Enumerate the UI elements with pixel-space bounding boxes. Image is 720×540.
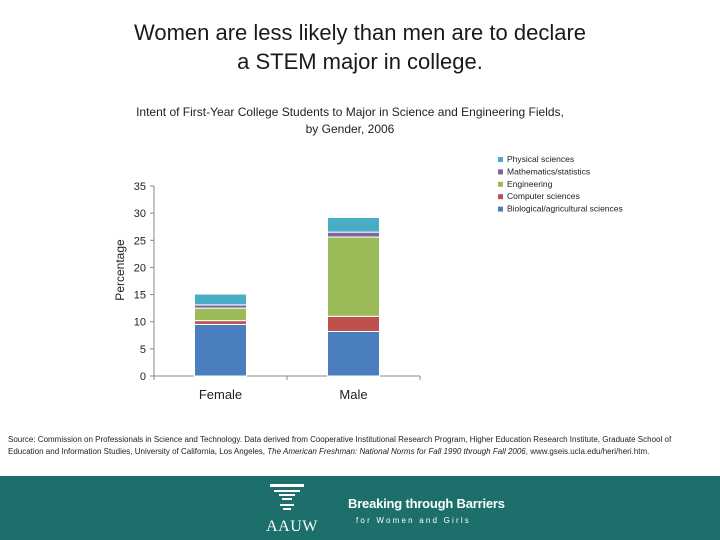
aauw-logo-text: AAUW (266, 518, 318, 535)
x-tick-labels: Female Male (199, 387, 368, 402)
source-prefix: Source: Commission on Professionals in S… (8, 435, 672, 456)
y-tick-label: 30 (134, 208, 146, 220)
legend-swatch (498, 206, 503, 212)
bar-segment (327, 330, 380, 377)
legend-swatch (498, 194, 503, 200)
bar-segment (327, 216, 380, 233)
legend-entry: Biological/agricultural sciences (507, 204, 623, 214)
footer-banner: AAUW Breaking through Barriers for Women… (0, 476, 720, 540)
chart-title-line2: by Gender, 2006 (305, 122, 395, 136)
stacked-bar-chart: 0 5 10 15 20 25 30 35 Female Male Physical scien… (113, 154, 623, 402)
y-axis-label: Percentage (113, 239, 127, 301)
chart-title-line1: Intent of First-Year College Students to… (136, 105, 564, 119)
y-tick-label: 0 (140, 371, 146, 383)
legend-entry: Engineering (507, 179, 553, 189)
y-tick-label: 10 (134, 317, 146, 329)
x-tick-label: Female (199, 387, 242, 402)
bar-segment (327, 231, 380, 238)
bar-segment (194, 320, 247, 325)
chart-legend: Physical sciences Mathematics/statistics E… (498, 154, 623, 214)
bar-segment (194, 323, 247, 377)
tagline-main: Breaking through Barriers (348, 496, 505, 511)
chart-bars (194, 216, 380, 377)
source-citation: Source: Commission on Professionals in S… (8, 434, 708, 458)
legend-entry: Computer sciences (507, 191, 580, 201)
bar-segment (327, 315, 380, 332)
legend-entry: Physical sciences (507, 154, 574, 164)
tagline-sub: for Women and Girls (356, 516, 472, 525)
chart-title: Intent of First-Year College Students to… (100, 104, 600, 138)
legend-swatch (498, 169, 503, 175)
bar-segment (194, 293, 247, 306)
legend-entry: Mathematics/statistics (507, 166, 590, 176)
source-suffix: , www.gseis.ucla.edu/heri/heri.htm. (525, 447, 650, 456)
slide-title-line1: Women are less likely than men are to de… (133, 20, 587, 45)
legend-swatch (498, 157, 503, 162)
y-tick-label: 25 (134, 235, 146, 247)
slide-title-line2: a STEM major in college. (237, 49, 483, 74)
legend-swatch (498, 181, 503, 187)
y-tick-label: 5 (140, 344, 146, 356)
slide-title: Women are less likely than men are to de… (60, 18, 660, 76)
bar-segment (327, 236, 380, 317)
bar-segment (194, 307, 247, 322)
source-publication: The American Freshman: National Norms fo… (267, 447, 526, 456)
y-tick-label: 20 (134, 262, 146, 274)
y-tick-label: 15 (134, 290, 146, 302)
y-tick-label: 35 (134, 181, 146, 193)
aauw-emblem-icon (270, 484, 304, 510)
x-tick-label: Male (339, 387, 367, 402)
